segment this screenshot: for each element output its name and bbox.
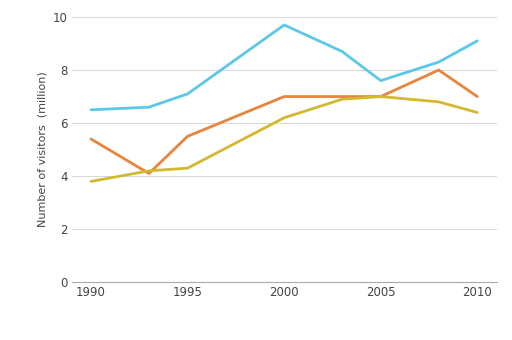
Y-axis label: Number of visitors  (million): Number of visitors (million) — [37, 72, 47, 227]
